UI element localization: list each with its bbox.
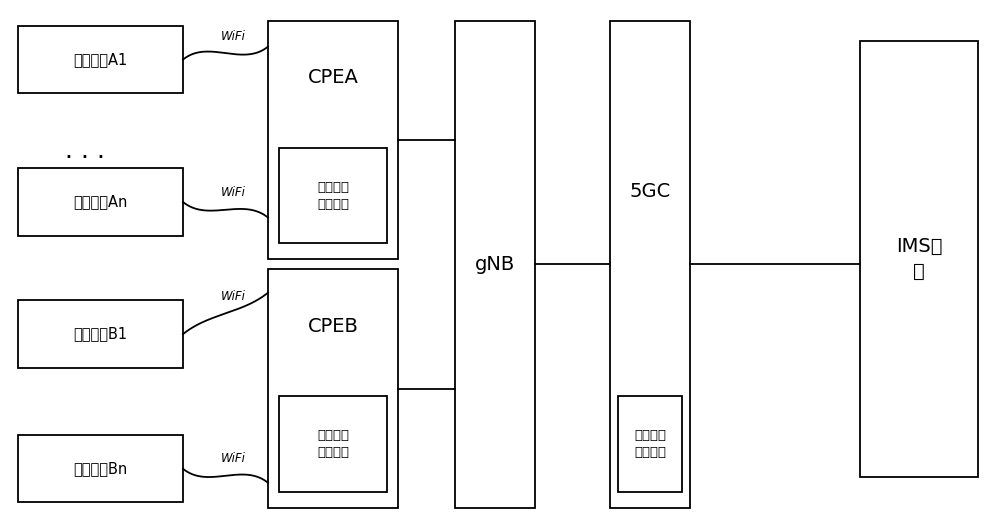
Bar [860,41,978,477]
Text: 语音业务
感知装置: 语音业务 感知装置 [317,181,349,210]
Text: WiFi: WiFi [221,452,246,465]
Text: WiFi: WiFi [221,30,246,43]
Text: 语音业务
感知装置: 语音业务 感知装置 [317,429,349,459]
Bar [455,21,535,508]
Text: 接入设备An: 接入设备An [73,195,128,209]
Bar [610,21,690,508]
Bar [279,396,387,492]
Text: 5GC: 5GC [629,182,671,200]
Text: 接入设备Bn: 接入设备Bn [73,462,128,476]
Bar [268,269,398,508]
Bar [18,26,183,93]
Text: gNB: gNB [475,255,515,274]
Bar [268,21,398,259]
Text: 语音业务
感知装置: 语音业务 感知装置 [634,429,666,459]
Bar [18,300,183,368]
Text: IMS系
统: IMS系 统 [896,237,942,281]
Bar [618,396,682,492]
Bar [18,168,183,236]
Text: · · ·: · · · [65,146,105,170]
Text: WiFi: WiFi [221,290,246,303]
Text: CPEB: CPEB [308,317,358,336]
Bar [18,435,183,502]
Text: 接入设备A1: 接入设备A1 [73,52,128,67]
Text: WiFi: WiFi [221,186,246,199]
Text: 接入设备B1: 接入设备B1 [73,327,128,341]
Text: CPEA: CPEA [308,68,358,88]
Bar [279,148,387,243]
